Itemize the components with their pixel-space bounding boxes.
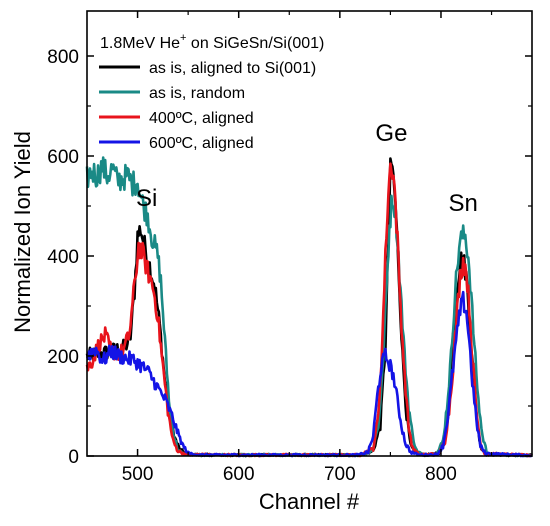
y-axis-label: Normalized Ion Yield [10, 131, 35, 333]
legend-label-3: 600ºC, aligned [149, 135, 254, 152]
x-tick-label-2: 700 [324, 464, 356, 485]
legend: 1.8MeV He+ on SiGeSn/Si(001) as is, align… [99, 32, 324, 152]
y-tick-label-0: 0 [68, 447, 79, 468]
annotations: Si Ge Sn [136, 120, 478, 217]
x-axis-label: Channel # [259, 489, 360, 514]
y-tick-label-3: 600 [47, 147, 79, 168]
x-tick-label-0: 500 [122, 464, 154, 485]
legend-label-2: 400ºC, aligned [149, 110, 254, 127]
legend-label-0: as is, aligned to Si(001) [149, 60, 316, 77]
x-tick-label-1: 600 [223, 464, 255, 485]
x-tick-label-3: 800 [425, 464, 457, 485]
y-tick-label-4: 800 [47, 47, 79, 68]
peak-label-ge: Ge [375, 120, 407, 147]
y-tick-label-2: 400 [47, 247, 79, 268]
peak-label-sn: Sn [449, 190, 478, 217]
legend-title: 1.8MeV He+ on SiGeSn/Si(001) [100, 32, 324, 52]
series-line-3 [85, 290, 533, 458]
plot-frame [86, 10, 533, 457]
legend-label-1: as is, random [149, 85, 245, 102]
peak-label-si: Si [136, 185, 157, 212]
ticks-layer: 500 600 700 800 0 200 400 600 800 [47, 11, 532, 485]
y-tick-label-1: 200 [47, 347, 79, 368]
